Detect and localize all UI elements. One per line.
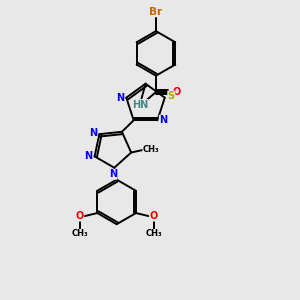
Text: CH₃: CH₃ [71,230,88,238]
Text: HN: HN [132,100,148,110]
Text: O: O [172,87,181,97]
Text: S: S [168,91,175,101]
Text: N: N [116,93,124,103]
Text: O: O [150,211,158,221]
Text: N: N [159,115,167,125]
Text: N: N [109,169,117,179]
Text: Br: Br [149,7,163,17]
Text: CH₃: CH₃ [143,145,159,154]
Text: O: O [75,211,84,221]
Text: N: N [89,128,97,138]
Text: CH₃: CH₃ [146,230,162,238]
Text: N: N [84,152,92,161]
